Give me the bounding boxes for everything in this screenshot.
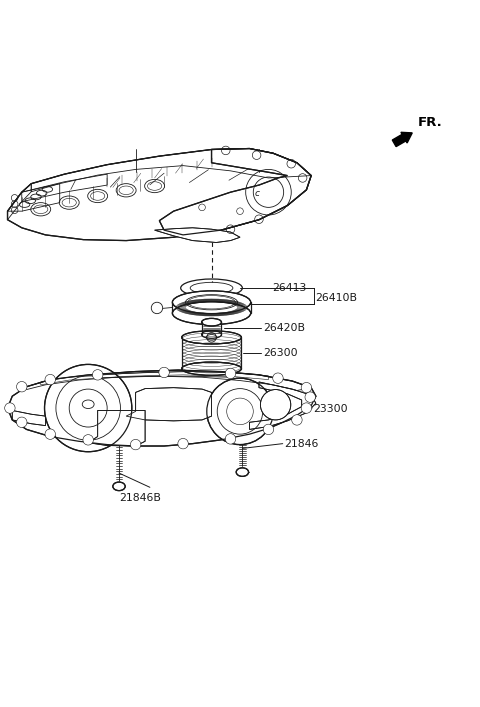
Text: 26420B: 26420B — [263, 323, 305, 333]
Text: 26410B: 26410B — [315, 293, 357, 303]
Text: FR.: FR. — [418, 116, 442, 129]
Polygon shape — [159, 148, 311, 235]
Polygon shape — [126, 387, 212, 421]
Circle shape — [16, 417, 27, 428]
Circle shape — [305, 392, 315, 402]
Circle shape — [261, 390, 291, 420]
Circle shape — [225, 433, 236, 444]
Circle shape — [225, 368, 236, 379]
Polygon shape — [250, 382, 316, 429]
Circle shape — [273, 373, 283, 383]
Circle shape — [292, 415, 302, 425]
Polygon shape — [155, 228, 240, 243]
Circle shape — [83, 435, 94, 445]
Circle shape — [93, 370, 103, 380]
Text: 21846: 21846 — [284, 438, 319, 449]
Ellipse shape — [202, 331, 221, 339]
Text: 23300: 23300 — [313, 404, 348, 414]
Circle shape — [178, 438, 188, 449]
Circle shape — [151, 303, 163, 314]
Circle shape — [301, 382, 312, 393]
Circle shape — [263, 424, 274, 435]
Circle shape — [131, 439, 141, 450]
Text: 26300: 26300 — [263, 348, 298, 358]
Circle shape — [45, 429, 56, 439]
Polygon shape — [12, 411, 46, 426]
Text: 26413: 26413 — [272, 283, 307, 293]
Circle shape — [45, 364, 132, 452]
Ellipse shape — [113, 482, 125, 491]
Circle shape — [301, 403, 312, 414]
Circle shape — [5, 403, 15, 414]
Circle shape — [16, 382, 27, 392]
Ellipse shape — [172, 291, 251, 314]
Polygon shape — [8, 148, 311, 240]
Circle shape — [45, 375, 56, 385]
Polygon shape — [8, 370, 316, 446]
Ellipse shape — [181, 331, 241, 344]
Circle shape — [159, 367, 169, 378]
Ellipse shape — [172, 302, 251, 325]
FancyArrow shape — [392, 132, 412, 146]
Ellipse shape — [181, 362, 241, 375]
Text: 21846B: 21846B — [119, 493, 161, 503]
Text: c: c — [254, 189, 259, 198]
Ellipse shape — [236, 468, 249, 477]
Circle shape — [207, 378, 273, 445]
Ellipse shape — [202, 318, 221, 326]
Polygon shape — [88, 411, 145, 446]
